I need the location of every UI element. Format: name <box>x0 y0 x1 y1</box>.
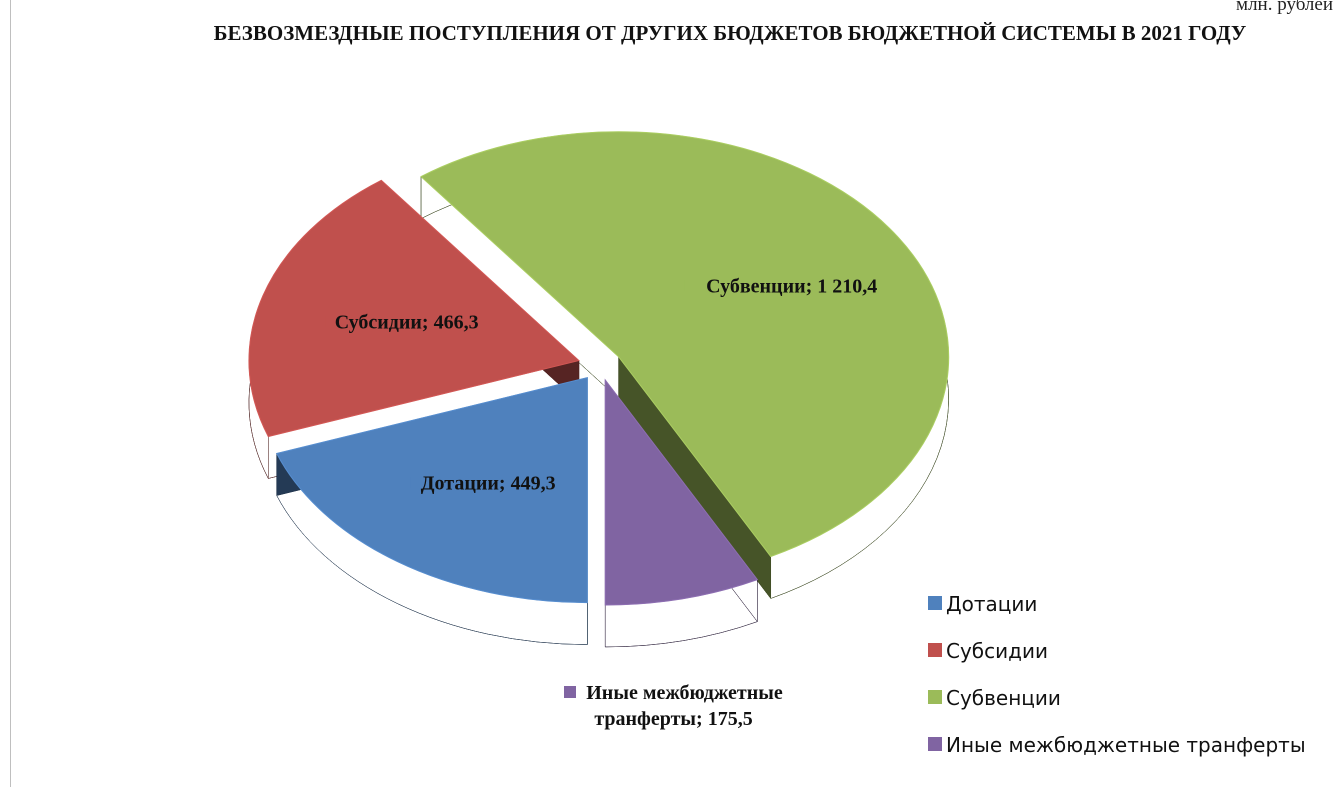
data-label-text: Иные межбюджетные транферты; 175,5 <box>586 681 783 730</box>
legend-key <box>928 737 942 751</box>
legend-item: Иные межбюджетные транферты <box>928 729 1306 776</box>
legend-label: Субсидии <box>946 639 1048 663</box>
data-label-text: Субвенции; 1 210,4 <box>706 275 878 298</box>
data-label: Субсидии; 466,3 <box>312 311 479 334</box>
legend: Дотации Субсидии Субвенции Иные межбюджетны… <box>928 588 1306 776</box>
slice-group <box>604 378 759 648</box>
slice <box>275 376 588 604</box>
slice-group <box>420 131 950 600</box>
data-label: Дотации; 449,3 <box>398 472 556 496</box>
label-key <box>564 685 577 698</box>
legend-item: Субсидии <box>928 635 1306 682</box>
data-label: Иные межбюджетные транферты; 175,5 <box>539 680 809 732</box>
slice <box>420 131 950 558</box>
legend-label: Дотации <box>946 592 1038 616</box>
data-label-text: Субсидии; 466,3 <box>334 311 479 334</box>
data-label-text: Дотации; 449,3 <box>420 472 556 495</box>
label-key <box>312 315 325 328</box>
legend-label: Иные межбюджетные транферты <box>946 733 1306 757</box>
slice-group <box>248 179 580 479</box>
legend-item: Дотации <box>928 588 1306 635</box>
legend-key <box>928 690 942 704</box>
slice <box>604 378 759 606</box>
legend-label: Субвенции <box>946 686 1061 710</box>
legend-key <box>928 643 942 657</box>
label-key <box>398 476 411 489</box>
slice-group <box>275 376 588 645</box>
slice <box>248 179 580 438</box>
chart-frame <box>10 0 1335 787</box>
unit-label: млн. рублей <box>1236 0 1333 15</box>
label-key <box>684 279 697 292</box>
data-label: Субвенции; 1 210,4 <box>684 276 877 299</box>
legend-item: Субвенции <box>928 682 1306 729</box>
chart-title: БЕЗВОЗМЕЗДНЫЕ ПОСТУПЛЕНИЯ ОТ ДРУГИХ БЮДЖ… <box>213 21 1247 45</box>
legend-key <box>928 596 942 610</box>
